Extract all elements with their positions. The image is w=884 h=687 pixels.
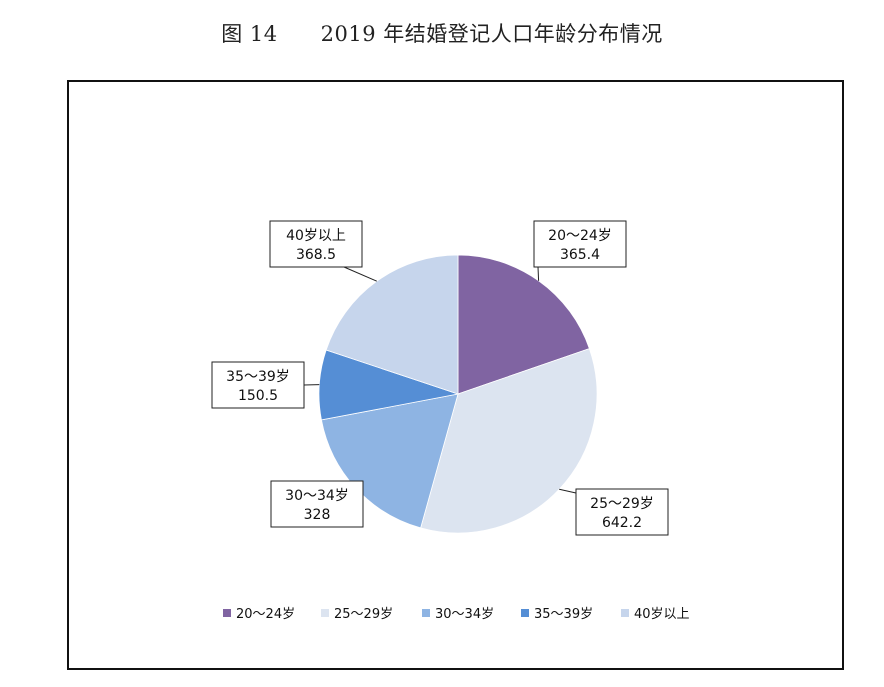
leader-line-1 [537,266,540,281]
legend-swatch-2 [321,609,329,617]
legend-label-5: 40岁以上 [634,607,690,622]
callout-category-4: 35～39岁 [226,369,290,385]
pie-slices [318,254,598,534]
callout-box-2 [575,488,669,536]
callout-value-4: 150.5 [238,388,278,404]
page-title: 图 14 2019 年结婚登记人口年龄分布情况 [221,22,663,46]
callout-category-1: 20～24岁 [548,228,612,244]
pie-chart: 20～24岁 365.4 25～29岁 642.2 30～34岁 328 35～39岁 150… [211,220,690,622]
legend-swatch-3 [422,609,430,617]
callout-value-3: 328 [304,507,331,523]
callout-category-5: 40岁以上 [286,228,346,244]
callout-value-5: 368.5 [296,247,336,263]
legend-swatch-5 [621,609,629,617]
legend-label-4: 35～39岁 [534,607,593,622]
leader-line-5 [343,266,377,282]
legend-label-3: 30～34岁 [435,607,494,622]
chart-frame: 20～24岁 365.4 25～29岁 642.2 30～34岁 328 35～39岁 150… [67,80,844,670]
callout-value-2: 642.2 [602,515,642,531]
legend-label-1: 20～24岁 [236,607,295,622]
leader-line-2 [559,488,577,494]
callout-box-3 [270,480,364,528]
callout-category-2: 25～29岁 [590,496,654,512]
legend-swatch-4 [521,609,529,617]
legend-swatch-1 [223,609,231,617]
callout-value-1: 365.4 [560,247,600,263]
callout-category-3: 30～34岁 [285,488,349,504]
data-callouts: 20～24岁 365.4 25～29岁 642.2 30～34岁 328 35～39岁 150… [211,220,669,536]
callout-box-4 [211,361,305,409]
callout-box-1 [533,220,627,268]
legend-label-2: 25～29岁 [334,607,393,622]
callout-box-5 [269,220,363,268]
legend: 20～24岁 25～29岁 30～34岁 35～39岁 40岁以上 [223,607,690,622]
pie-slice-2 [420,348,598,534]
